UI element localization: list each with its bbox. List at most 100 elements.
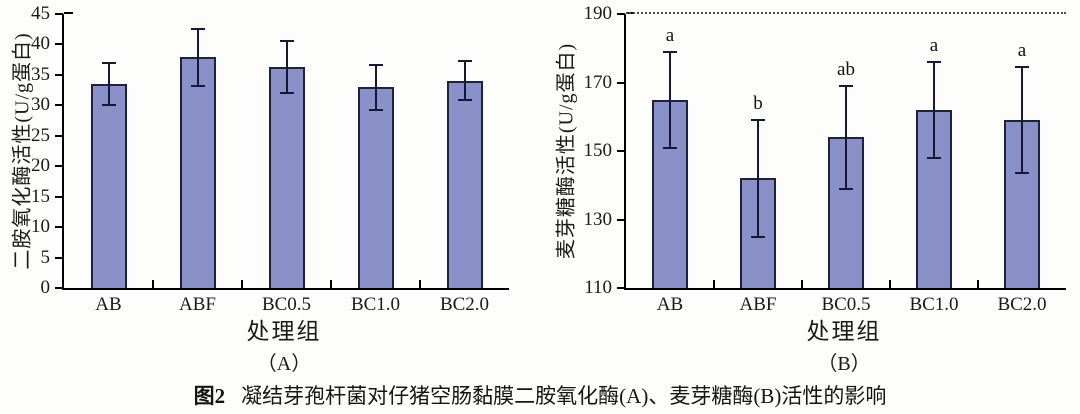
significance-letter: a: [1017, 40, 1027, 62]
category-label: AB: [95, 294, 122, 315]
caption-text: 凝结芽孢杆菌对仔猪空肠黏膜二胺氧化酶(A)、麦芽糖酶(B)活性的影响: [241, 384, 887, 408]
category-label: BC1.0: [350, 294, 401, 315]
error-bar-cap: [839, 84, 853, 87]
y-tick: [55, 165, 63, 168]
top-dotted-gridline: [626, 12, 1066, 14]
x-boundary-tick: [152, 280, 154, 288]
error-bar-cap: [279, 40, 294, 43]
category-label: BC2.0: [439, 294, 490, 315]
error-bar-cap: [927, 156, 941, 159]
error-bar-line: [669, 51, 671, 148]
error-bar-line: [196, 28, 199, 86]
error-bar-cap: [927, 60, 941, 63]
error-bar-cap: [190, 27, 205, 30]
y-tick-label: 190: [583, 3, 613, 24]
bar: [90, 84, 127, 288]
x-boundary-tick: [801, 280, 803, 288]
y-tick-label: 150: [583, 140, 613, 161]
y-tick: [55, 13, 63, 15]
y-tick-label: 10: [31, 216, 50, 238]
category-label: ABF: [179, 294, 216, 315]
error-bar-cap: [101, 104, 116, 107]
y-tick: [617, 218, 625, 221]
y-tick: [55, 256, 63, 259]
error-bar-line: [463, 61, 466, 101]
y-tick: [55, 134, 63, 137]
category-label: BC0.5: [261, 294, 312, 315]
error-bar-cap: [190, 84, 205, 87]
error-bar-line: [845, 85, 847, 189]
x-boundary-tick: [713, 280, 715, 288]
error-bar-line: [107, 62, 110, 106]
plot-area: 0 5 10 15 20 25 30 35 40 45 AB ABF BC0.5 BC1.0 BC2.0: [31, 3, 509, 315]
error-bar-cap: [457, 60, 472, 63]
significance-letter: ab: [837, 58, 855, 80]
category-label: BC1.0: [909, 294, 959, 315]
y-tick: [55, 43, 63, 46]
y-tick-label: 40: [31, 33, 50, 55]
y-tick: [617, 81, 625, 84]
x-boundary-tick: [241, 280, 243, 288]
error-bar-line: [757, 120, 759, 237]
error-bar-cap: [368, 108, 383, 111]
error-bar-line: [285, 41, 288, 93]
error-bar-cap: [101, 61, 116, 64]
x-boundary-tick: [419, 280, 421, 288]
y-tick-label: 45: [31, 3, 50, 24]
category-label: AB: [656, 294, 684, 315]
y-tick: [617, 287, 625, 289]
error-bar-cap: [457, 99, 472, 102]
panel-label: （A）: [256, 353, 312, 375]
significance-letter: a: [665, 24, 675, 46]
category-label: ABF: [739, 294, 777, 315]
y-tick-label: 5: [40, 246, 51, 268]
y-tick: [55, 226, 63, 229]
error-bar-line: [933, 61, 935, 158]
bar: [357, 87, 394, 288]
y-tick-label: 130: [583, 208, 613, 230]
x-axis-label: 处理组: [246, 319, 322, 344]
y-tick-label: 25: [31, 124, 50, 146]
error-bar-cap: [1015, 66, 1029, 69]
y-tick-label: 170: [583, 71, 613, 93]
bar: [268, 66, 305, 288]
y-tick-label: 110: [584, 277, 612, 298]
panel-label: （B）: [817, 353, 871, 375]
category-label: BC0.5: [821, 294, 871, 315]
y-tick-label: 30: [31, 94, 50, 116]
error-bar-cap: [663, 50, 677, 53]
y-tick: [617, 150, 625, 152]
chart-panel-b: 麦芽糖酶活性(U/g蛋白) 110 130 150 170 190 a AB b ABF ab BC…: [540, 0, 1080, 380]
error-bar-cap: [751, 235, 765, 238]
x-boundary-tick: [889, 280, 891, 288]
error-bar-line: [374, 64, 377, 110]
y-tick: [55, 287, 63, 289]
x-boundary-tick: [330, 280, 332, 288]
category-label: BC2.0: [997, 294, 1047, 315]
y-tick: [617, 13, 625, 15]
y-tick-label: 35: [31, 63, 50, 85]
error-bar-cap: [839, 187, 853, 190]
error-bar-cap: [663, 146, 677, 149]
error-bar-cap: [751, 119, 765, 122]
error-bar-cap: [279, 91, 294, 94]
y-tick-label: 15: [31, 185, 50, 207]
x-boundary-tick: [977, 280, 979, 288]
y-tick: [55, 195, 63, 198]
error-bar-line: [1021, 67, 1023, 174]
y-tick-label: 20: [31, 155, 50, 177]
plot-area: 110 130 150 170 190 a AB b ABF ab BC0.5 a BC1.0 a BC2.…: [584, 3, 1066, 315]
y-tick-label: 0: [40, 277, 51, 298]
significance-letter: b: [753, 93, 763, 115]
y-tick: [55, 73, 63, 76]
axis-corner-tick: [64, 12, 73, 14]
bar: [179, 57, 216, 288]
bar: [446, 80, 483, 288]
figure-caption: 图2 凝结芽孢杆菌对仔猪空肠黏膜二胺氧化酶(A)、麦芽糖酶(B)活性的影响: [0, 380, 1080, 410]
significance-letter: a: [929, 34, 939, 56]
caption-label: 图2: [193, 384, 226, 408]
y-tick: [55, 104, 63, 107]
chart-panel-a: 二胺氧化酶活性(U/g蛋白) 0 5 10 15 20 25 30 35 40 45 AB ABF BC…: [0, 0, 540, 380]
x-axis-label: 处理组: [806, 319, 882, 344]
